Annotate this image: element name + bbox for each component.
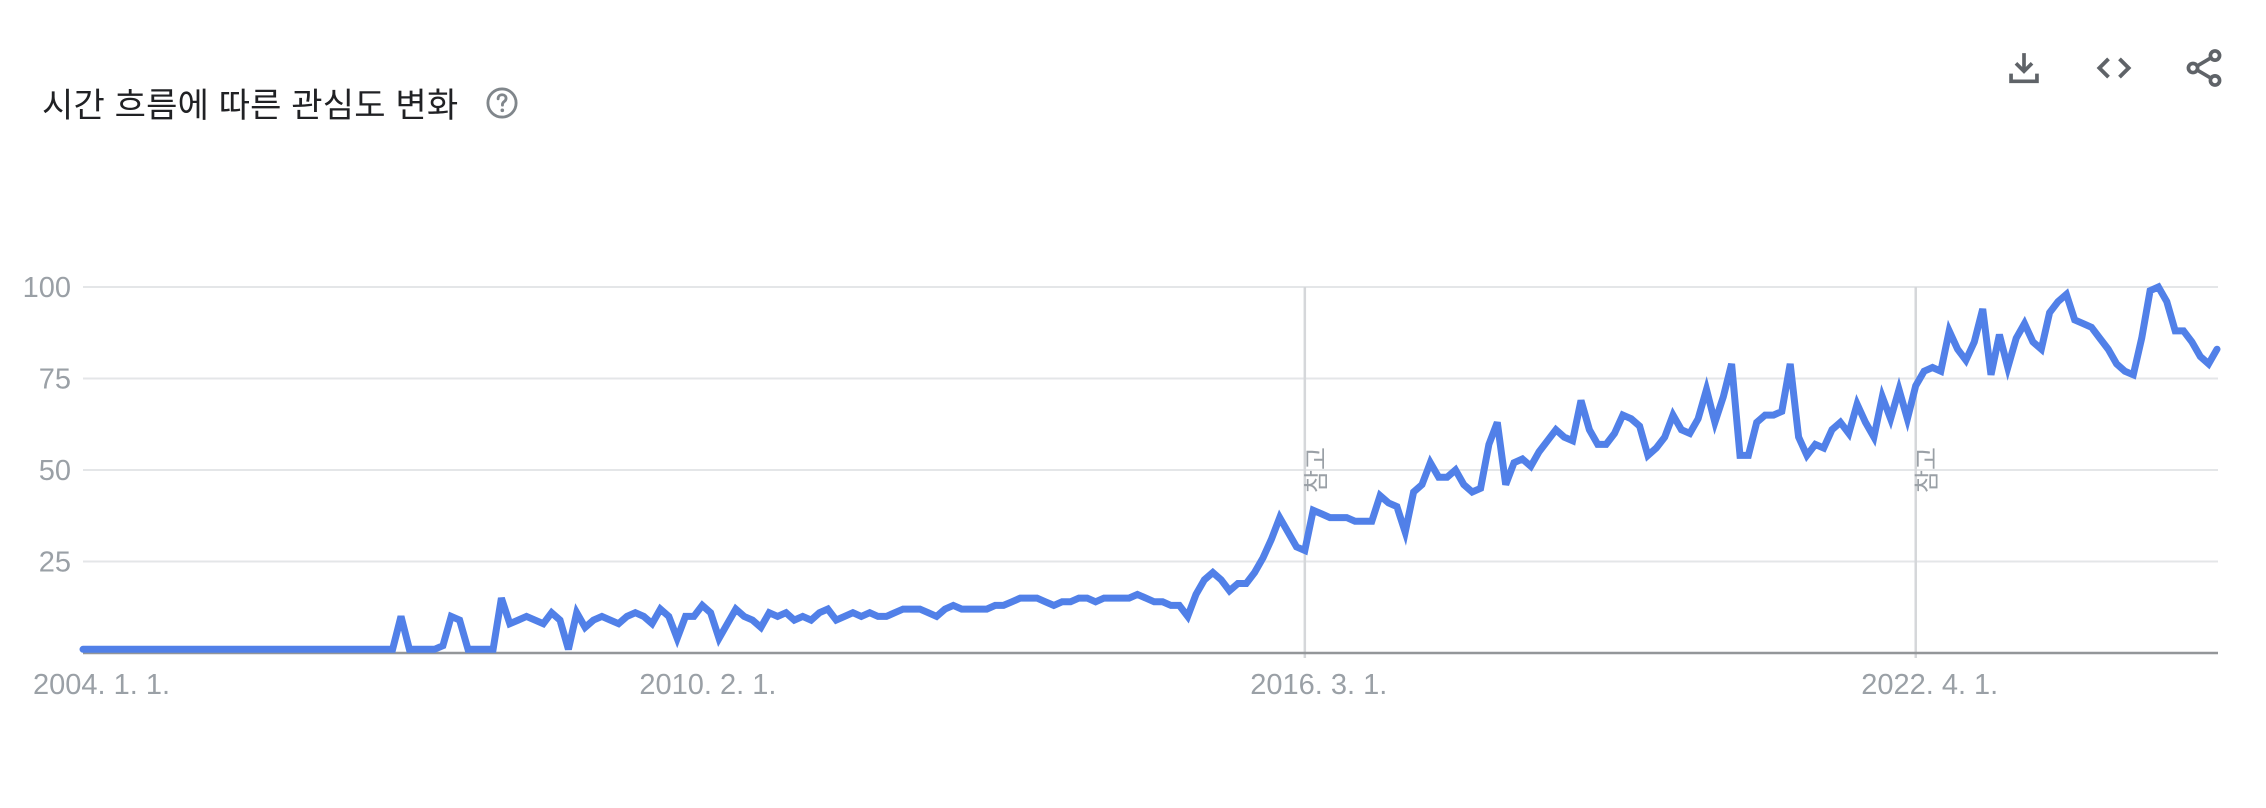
share-button[interactable] (2176, 40, 2232, 96)
download-button[interactable] (1996, 40, 2052, 96)
x-axis-label-1: 2010. 2. 1. (639, 669, 776, 701)
y-axis-label-25: 25 (39, 547, 71, 579)
x-axis-label-0: 2004. 1. 1. (33, 669, 170, 701)
x-axis-label-3: 2022. 4. 1. (1861, 669, 1998, 701)
help-icon[interactable] (484, 85, 520, 121)
interest-over-time-header: 시간 흐름에 따른 관심도 변화 (0, 0, 2266, 125)
y-axis-label-75: 75 (39, 364, 71, 396)
download-icon (2009, 53, 2039, 84)
note-label-1[interactable]: 참고 (1914, 447, 1942, 493)
share-icon (2186, 49, 2222, 87)
help-circle-icon (486, 87, 518, 119)
trend-line (79, 282, 2221, 653)
y-axis-label-100: 100 (23, 272, 71, 304)
y-axis-label-50: 50 (39, 455, 71, 487)
embed-button[interactable] (2086, 40, 2142, 96)
embed-code-icon (2096, 57, 2132, 79)
note-label-0[interactable]: 참고 (1303, 447, 1331, 493)
page-title: 시간 흐름에 따른 관심도 변화 (42, 87, 459, 126)
x-axis-label-2: 2016. 3. 1. (1250, 669, 1387, 701)
